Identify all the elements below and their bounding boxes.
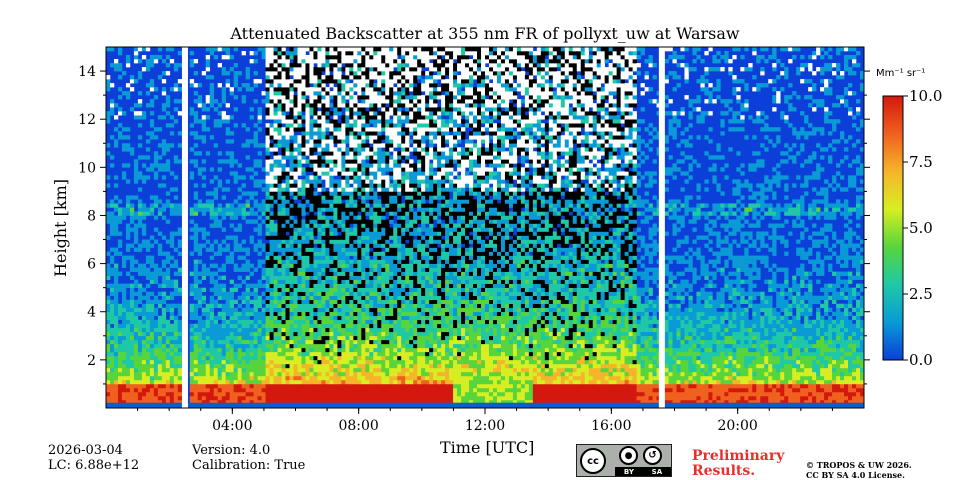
cc-icon: cc xyxy=(580,448,606,474)
colorbar-tick-label: 5.0 xyxy=(909,219,933,237)
footer-left: 2026-03-04 LC: 6.88e+12 xyxy=(48,443,139,473)
y-tick-label: 6 xyxy=(87,257,96,273)
share-alike-icon: ↺ xyxy=(643,446,662,465)
y-axis-label: Height [km] xyxy=(51,179,70,277)
x-axis: 04:00 08:00 12:00 16:00 20:00 xyxy=(137,408,833,434)
cc-by-label: BY xyxy=(623,467,634,476)
footer-version: Version: 4.0 xyxy=(192,443,271,458)
colorbar-unit-label: Mm⁻¹ sr⁻¹ xyxy=(876,68,925,79)
y-tick-label: 12 xyxy=(78,112,96,128)
y-tick-label: 10 xyxy=(78,160,96,176)
person-icon: ● xyxy=(619,446,638,465)
heatmap-raster xyxy=(106,47,864,408)
ground-band xyxy=(106,402,864,408)
x-axis-label: Time [UTC] xyxy=(440,438,534,457)
colorbar-tick-label: 0.0 xyxy=(909,351,933,369)
x-tick-label: 08:00 xyxy=(338,418,378,434)
y-tick-label: 14 xyxy=(78,64,96,80)
data-gap-0 xyxy=(181,47,188,408)
cc-license-badge: cc ● ↺ BY SA xyxy=(576,444,672,477)
chart-title: Attenuated Backscatter at 355 nm FR of p… xyxy=(230,24,740,43)
cc-sa-label: SA xyxy=(651,467,663,476)
copyright-note: © TROPOS & UW 2026. CC BY SA 4.0 License… xyxy=(806,460,912,480)
data-gap-1 xyxy=(658,47,665,408)
footer-lc: LC: 6.88e+12 xyxy=(48,458,140,473)
preliminary-line-1: Preliminary xyxy=(692,448,785,464)
copyright-line-2: CC BY SA 4.0 License. xyxy=(806,470,905,480)
footer-date: 2026-03-04 xyxy=(48,443,123,458)
preliminary-line-2: Results. xyxy=(692,463,756,479)
copyright-line-1: © TROPOS & UW 2026. xyxy=(806,460,912,470)
x-tick-label: 12:00 xyxy=(465,418,505,434)
preliminary-note: Preliminary Results. xyxy=(692,449,784,479)
colorbar-tick-label: 10.0 xyxy=(909,87,942,105)
x-tick-label: 04:00 xyxy=(212,418,252,434)
y-tick-label: 8 xyxy=(87,208,96,224)
cc-label-bar: BY SA xyxy=(615,467,671,476)
colorbar-tick-label: 2.5 xyxy=(909,285,933,303)
colorbar-tick-label: 7.5 xyxy=(909,153,933,171)
colorbar-ticks: 0.0 2.5 5.0 7.5 10.0 xyxy=(903,87,942,369)
y-tick-label: 4 xyxy=(87,305,96,321)
y-tick-label: 2 xyxy=(87,353,96,369)
x-tick-label: 20:00 xyxy=(717,418,757,434)
footer-middle: Version: 4.0 Calibration: True xyxy=(192,443,305,473)
footer-calibration: Calibration: True xyxy=(192,458,306,473)
colorbar xyxy=(882,95,904,361)
y-axis: 2 4 6 8 10 12 14 xyxy=(78,64,870,385)
x-tick-label: 16:00 xyxy=(591,418,631,434)
